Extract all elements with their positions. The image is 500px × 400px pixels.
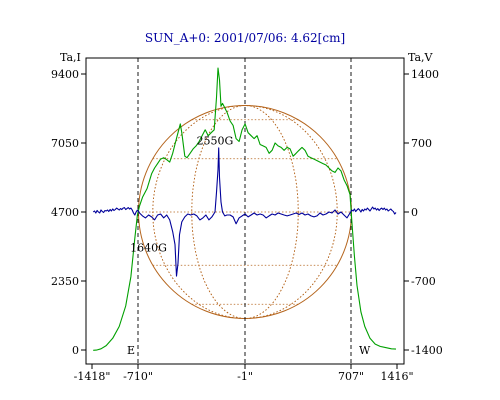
y-right-tick-label-1: 1400 xyxy=(411,68,439,81)
annotation-1: 2550G xyxy=(197,134,234,147)
chart-title: SUN_A+0: 2001/07/06: 4.62[cm] xyxy=(145,31,345,45)
y-left-tick-label-2: 7050 xyxy=(51,137,79,150)
x-tick-label-5: 1416" xyxy=(380,370,413,383)
y-right-tick-label-3: 0 xyxy=(411,206,418,219)
x-tick-label-2: -710" xyxy=(123,370,153,383)
y-right-tick-label-4: -700 xyxy=(411,275,436,288)
series-layer xyxy=(92,67,397,351)
y-left-tick-label-4: 2350 xyxy=(51,275,79,288)
longitude-line-4 xyxy=(152,105,338,319)
y-left-axis-label: Ta,I xyxy=(60,51,81,64)
x-tick-label-3: -1" xyxy=(237,370,253,383)
longitude-line-3 xyxy=(191,105,299,319)
annotation-2: 1640G xyxy=(130,242,167,255)
y-left-tick-label-1: 9400 xyxy=(51,68,79,81)
y-right-tick-label-2: 700 xyxy=(411,137,432,150)
series-line-2 xyxy=(92,147,397,277)
x-tick-label-4: 707" xyxy=(338,370,364,383)
x-tick-label-1: -1418" xyxy=(74,370,111,383)
limb-marker-label-1: E xyxy=(127,344,135,357)
annotations: 2550G 1640G xyxy=(130,134,233,254)
limb-marker-label-2: W xyxy=(359,344,371,357)
y-left-tick-label-5: 0 xyxy=(72,344,79,357)
y-right-tick-label-5: -1400 xyxy=(411,344,443,357)
y-left-tick-label-3: 4700 xyxy=(51,206,79,219)
axis-ticks: -1418" -710" -1" 707" 1416" 9400 7050 4700 2350 0… xyxy=(51,68,443,383)
y-right-axis-label: Ta,V xyxy=(408,51,434,64)
series-line-1 xyxy=(93,67,397,351)
